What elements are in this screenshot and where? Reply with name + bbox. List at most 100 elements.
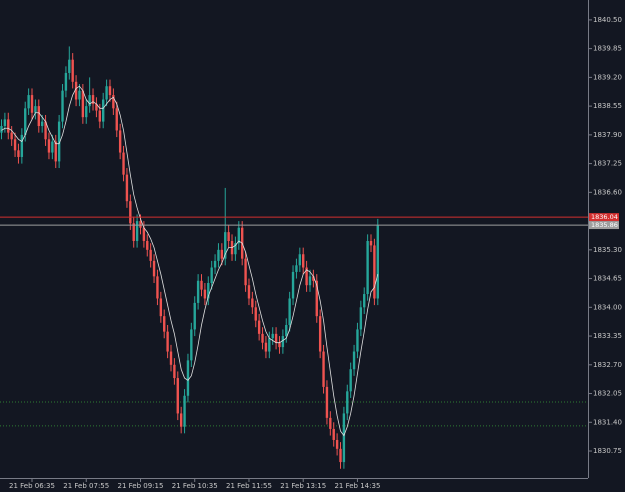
candle-body: [363, 294, 366, 308]
x-tick-label: 21 Feb 13:15: [280, 482, 326, 490]
candle-body: [40, 121, 44, 127]
y-tick-label: 1839.85: [593, 45, 622, 53]
candle-body: [244, 258, 247, 286]
candle-body: [210, 267, 213, 283]
candle-body: [176, 378, 179, 414]
candle-body: [288, 298, 291, 326]
candle-body: [247, 285, 251, 299]
candle-body: [146, 240, 149, 250]
candle-body: [108, 86, 112, 96]
candle-body: [54, 141, 57, 162]
candle-body: [122, 152, 125, 175]
candle-body: [10, 132, 13, 140]
candle-body: [298, 254, 302, 266]
candle-body: [98, 110, 102, 122]
candle-body: [359, 307, 363, 330]
candle-body: [0, 126, 3, 133]
candle-body: [95, 103, 98, 111]
y-tick-label: 1836.60: [593, 188, 622, 196]
x-tick-label: 21 Feb 07:55: [63, 482, 109, 490]
candle-body: [281, 336, 285, 348]
candle-body: [261, 333, 264, 343]
candle-body: [115, 108, 118, 131]
candle-body: [125, 174, 129, 202]
candle-body: [366, 240, 369, 295]
x-tick-label: 21 Feb 11:55: [226, 482, 272, 490]
candle-body: [278, 342, 281, 348]
price-label: 1835.86: [591, 221, 618, 229]
candle-body: [254, 307, 257, 321]
candle-body: [163, 316, 166, 332]
candle-body: [34, 106, 37, 113]
y-tick-label: 1837.90: [593, 131, 622, 139]
candle-body: [30, 95, 34, 113]
candle-body: [295, 265, 298, 272]
candle-body: [220, 249, 224, 259]
candle-body: [268, 338, 271, 352]
candle-body: [74, 81, 78, 100]
candle-body: [376, 225, 379, 299]
candle-body: [237, 227, 240, 244]
x-tick-label: 21 Feb 06:35: [9, 482, 55, 490]
candle-body: [135, 221, 139, 241]
moving-average: [1, 85, 379, 437]
candle-body: [169, 351, 173, 365]
y-tick-label: 1831.40: [593, 418, 622, 426]
candle-body: [352, 351, 356, 370]
candle-body: [105, 86, 108, 100]
candle-body: [149, 249, 152, 261]
candle-body: [274, 333, 278, 343]
candle-body: [71, 59, 74, 82]
candle-body: [339, 448, 342, 463]
price-label-box: [589, 221, 619, 230]
candle-body: [190, 329, 193, 361]
candle-body: [78, 90, 81, 100]
candle-body: [47, 139, 51, 153]
candle-body: [152, 260, 156, 277]
candle-body: [329, 417, 332, 429]
candle-body: [27, 95, 30, 109]
candle-body: [132, 223, 135, 241]
y-tick-label: 1834.00: [593, 303, 622, 311]
candle-body: [13, 139, 17, 151]
candle-body: [234, 243, 237, 255]
y-tick-label: 1839.20: [593, 73, 622, 81]
price-label-box: [589, 213, 619, 222]
y-tick-label: 1832.05: [593, 390, 622, 398]
candle-body: [3, 119, 7, 127]
candle-body: [196, 280, 200, 303]
candle-body: [183, 395, 186, 427]
candle-body: [217, 249, 220, 261]
y-tick-label: 1834.65: [593, 275, 622, 283]
y-tick-label: 1830.75: [593, 447, 622, 455]
candle-body: [203, 289, 207, 299]
candle-body: [44, 121, 47, 140]
candle-body: [186, 360, 190, 396]
candle-body: [37, 106, 40, 127]
candle-body: [373, 245, 376, 299]
candle-body: [356, 329, 359, 352]
candle-body: [271, 333, 274, 339]
candle-body: [102, 99, 105, 122]
candle-body: [200, 280, 203, 290]
candle-body: [159, 298, 163, 317]
candle-body: [166, 331, 169, 352]
candle-body: [291, 271, 295, 299]
candle-body: [346, 391, 349, 414]
candle-body: [51, 141, 54, 153]
candle-body: [142, 227, 146, 241]
y-tick-label: 1840.50: [593, 16, 622, 24]
candle-body: [17, 150, 20, 157]
candle-body: [81, 90, 85, 118]
candle-body: [224, 232, 227, 259]
candle-body: [227, 232, 230, 241]
candle-body: [7, 119, 10, 133]
candle-body: [335, 439, 339, 449]
y-tick-label: 1832.70: [593, 361, 622, 369]
candle-body: [342, 413, 346, 463]
candle-body: [112, 95, 115, 109]
candle-body: [318, 316, 322, 352]
candle-body: [139, 221, 142, 228]
